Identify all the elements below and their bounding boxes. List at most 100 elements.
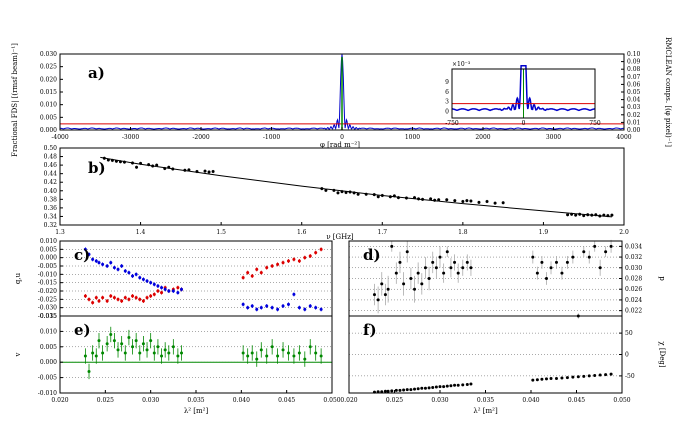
panel-c-point [123, 269, 127, 273]
panel-e-point [314, 351, 318, 355]
panel-e-point [281, 348, 285, 352]
panel-e-point [176, 354, 180, 358]
panel-b-ytick-label: 0.46 [44, 162, 58, 169]
stokes-i-point [118, 160, 122, 164]
panel-c-point [259, 306, 263, 310]
panel-e-frame [59, 315, 333, 394]
panel-f-xtick-label: 0.025 [386, 397, 403, 404]
panel-d-point [449, 266, 453, 270]
inset-scale-label: ×10⁻³ [452, 61, 471, 68]
panel-e-point [138, 351, 142, 355]
panel-e-ytick-label: 0.000 [40, 359, 57, 366]
panel-b-ytick-label: 0.34 [44, 213, 58, 220]
panel-c-point [141, 299, 145, 303]
panel-d-label: d) [363, 246, 381, 264]
panel-f-point [398, 388, 402, 392]
panel-f-frame [348, 315, 623, 394]
panel-e-point [179, 351, 183, 355]
panel-c-point [83, 247, 87, 251]
panel-d-point [554, 260, 558, 264]
stokes-i-point [332, 188, 336, 192]
panel-e-point [94, 354, 98, 358]
panel-c-point [87, 297, 91, 301]
inset-frame [451, 68, 596, 119]
panel-a-ytick-label: 0.000 [40, 127, 57, 134]
panel-c-point [250, 304, 254, 308]
panel-c-point [319, 247, 323, 251]
panel-b-frame [59, 147, 625, 226]
panel-a-xtick-label: -4000 [51, 134, 68, 141]
panel-e-ytick-label: 0.010 [40, 328, 57, 335]
panel-f-point [469, 382, 473, 386]
panel-a-xtick-label: 0 [340, 134, 344, 141]
stokes-i-point [582, 214, 586, 218]
panel-f-point [576, 375, 580, 379]
panel-d-point [372, 293, 376, 297]
panel-a-y2tick-label: 0.09 [627, 59, 641, 66]
panel-c-point [94, 296, 98, 300]
panel-b-ytick-label: 0.50 [44, 145, 58, 152]
panel-f-point [427, 386, 431, 390]
stokes-i-point [594, 213, 598, 217]
panel-c-point [141, 277, 145, 281]
panel-c-point [292, 257, 296, 261]
stokes-i-point [183, 168, 187, 172]
panel-d-point [453, 260, 457, 264]
panel-c-point [149, 294, 153, 298]
panel-a-ytick-label: 0.005 [40, 114, 57, 121]
panel-e-point [319, 354, 323, 358]
panel-b-ytick-label: 0.42 [44, 179, 58, 186]
panel-c-point [145, 279, 149, 283]
panel-c-point [152, 292, 156, 296]
panel-c-point [160, 291, 164, 295]
stokes-i-point [413, 196, 417, 200]
inset-xtick-label: 0 [522, 120, 526, 127]
stokes-i-point [171, 167, 175, 171]
panel-d-frame [348, 240, 623, 317]
stokes-i-point [586, 213, 590, 217]
panel-e-xtick-label: 0.045 [278, 397, 295, 404]
panel-f-point [453, 383, 457, 387]
stokes-i-point [364, 192, 368, 196]
panel-e-point [87, 369, 91, 373]
panel-d-point [434, 266, 438, 270]
panel-f-ytick-label: -50 [625, 373, 635, 380]
panel-d-point [409, 277, 413, 280]
panel-d-point [416, 271, 420, 275]
panel-a-xtick-label: 3000 [546, 134, 561, 141]
panel-f-point [376, 390, 380, 394]
panel-e-point [109, 332, 113, 336]
panel-b-xtick-label: 1.9 [539, 229, 549, 236]
stokes-i-point [356, 192, 360, 196]
stokes-i-point [163, 167, 167, 171]
panel-a-y2tick-label: 0.08 [627, 66, 641, 73]
panel-f-point [465, 382, 469, 386]
panel-d-ytick-label: 0.032 [625, 254, 642, 261]
panel-f-point [609, 372, 613, 376]
panel-a-ytick-label: 0.025 [40, 64, 57, 71]
stokes-i-point [380, 193, 384, 197]
panel-d-point [465, 260, 469, 264]
panel-f-xtick-label: 0.035 [477, 397, 494, 404]
panel-b-xtick-label: 2.0 [619, 229, 629, 236]
panel-e-point [292, 354, 296, 358]
stokes-i-point [610, 213, 614, 217]
panel-d-point [540, 260, 544, 264]
panel-f-xtick-label: 0.020 [340, 397, 357, 404]
panel-d-point [383, 293, 387, 297]
panel-c-ytick-label: -0.005 [38, 263, 57, 270]
panel-c-point [112, 296, 116, 300]
panel-f-point [571, 375, 575, 379]
panel-c-ytick-label: -0.025 [38, 296, 57, 303]
panel-c-point [112, 266, 116, 270]
stokes-i-point [461, 199, 465, 203]
panel-e-ylabel: v [14, 352, 22, 357]
panel-e-point [141, 342, 145, 346]
panel-c-point [250, 274, 254, 278]
panel-c-point [94, 259, 98, 263]
stokes-i-point [392, 194, 396, 198]
panel-c-point [259, 271, 263, 275]
panel-f-point [598, 373, 602, 377]
panel-c-point [265, 304, 269, 308]
